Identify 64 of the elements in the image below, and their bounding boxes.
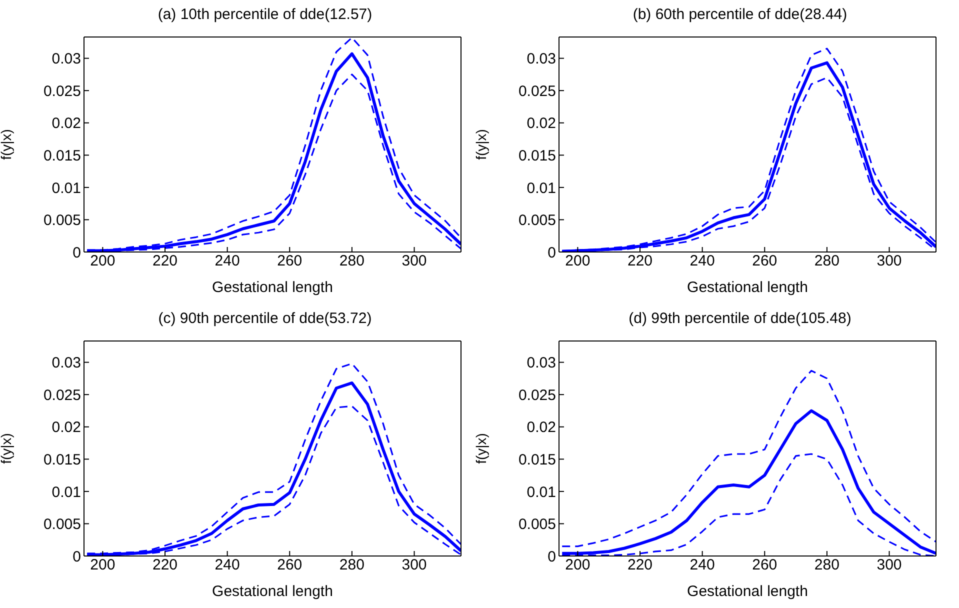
x-tick-label: 200 bbox=[90, 252, 116, 270]
y-axis-title: f(y|x) bbox=[472, 129, 489, 160]
y-tick-label: 0.03 bbox=[52, 354, 81, 372]
x-tick-label: 220 bbox=[627, 556, 653, 574]
y-tick-label: 0.005 bbox=[43, 516, 81, 534]
x-tick-label: 260 bbox=[752, 252, 778, 270]
y-tick-label: 0.03 bbox=[526, 50, 556, 68]
x-axis-title: Gestational length bbox=[687, 279, 808, 296]
y-tick-label: 0.025 bbox=[518, 82, 556, 100]
y-tick-label: 0.01 bbox=[52, 484, 81, 501]
x-tick-label: 240 bbox=[214, 252, 240, 270]
y-tick-label: 0.02 bbox=[52, 115, 81, 132]
x-tick-label: 240 bbox=[690, 252, 715, 270]
chart-title: (b) 60th percentile of dde(28.44) bbox=[632, 5, 848, 25]
x-tick-label: 260 bbox=[277, 556, 302, 574]
y-tick-label: 0.02 bbox=[526, 115, 556, 132]
y-tick-label: 0.015 bbox=[43, 451, 81, 468]
x-axis-title: Gestational length bbox=[212, 279, 333, 296]
x-tick-label: 220 bbox=[152, 556, 178, 574]
y-tick-label: 0.03 bbox=[52, 50, 81, 68]
x-tick-label: 220 bbox=[627, 252, 653, 270]
chart-title: (d) 99th percentile of dde(105.48) bbox=[628, 309, 852, 329]
x-tick-label: 280 bbox=[814, 556, 840, 574]
x-tick-label: 300 bbox=[402, 252, 427, 270]
y-axis-title: f(y|x) bbox=[0, 433, 14, 464]
y-tick-label: 0.025 bbox=[518, 386, 556, 404]
x-tick-label: 200 bbox=[565, 252, 590, 270]
y-tick-label: 0.005 bbox=[43, 212, 81, 230]
x-tick-label: 280 bbox=[339, 556, 364, 574]
x-tick-label: 260 bbox=[752, 556, 778, 574]
y-tick-label: 0.015 bbox=[518, 147, 556, 164]
y-tick-label: 0 bbox=[72, 244, 81, 262]
y-tick-label: 0.025 bbox=[43, 386, 81, 404]
x-tick-label: 200 bbox=[565, 556, 590, 574]
chart-title: (a) 10th percentile of dde(12.57) bbox=[156, 5, 374, 25]
y-tick-label: 0.025 bbox=[43, 82, 81, 100]
y-tick-label: 0.01 bbox=[52, 180, 81, 197]
y-tick-label: 0.01 bbox=[526, 180, 556, 197]
x-tick-label: 280 bbox=[339, 252, 364, 270]
x-tick-label: 300 bbox=[876, 252, 902, 270]
x-tick-label: 280 bbox=[814, 252, 840, 270]
y-tick-label: 0 bbox=[548, 244, 556, 262]
y-tick-label: 0.005 bbox=[518, 516, 556, 534]
y-tick-label: 0 bbox=[72, 548, 81, 566]
y-tick-label: 0.01 bbox=[526, 484, 556, 501]
y-tick-label: 0 bbox=[548, 548, 556, 566]
x-tick-label: 200 bbox=[90, 556, 116, 574]
y-axis-title: f(y|x) bbox=[0, 129, 14, 160]
x-axis-title: Gestational length bbox=[687, 583, 808, 600]
y-tick-label: 0.015 bbox=[43, 147, 81, 164]
y-axis-title: f(y|x) bbox=[472, 433, 489, 464]
x-tick-label: 300 bbox=[402, 556, 427, 574]
y-tick-label: 0.02 bbox=[526, 419, 556, 436]
x-tick-label: 300 bbox=[876, 556, 902, 574]
y-tick-label: 0.03 bbox=[526, 354, 556, 372]
x-tick-label: 240 bbox=[690, 556, 715, 574]
x-tick-label: 220 bbox=[152, 252, 178, 270]
x-tick-label: 260 bbox=[277, 252, 302, 270]
x-tick-label: 240 bbox=[214, 556, 240, 574]
y-tick-label: 0.005 bbox=[518, 212, 556, 230]
y-tick-label: 0.02 bbox=[52, 419, 81, 436]
x-axis-title: Gestational length bbox=[212, 583, 333, 600]
chart-title: (c) 90th percentile of dde(53.72) bbox=[157, 309, 373, 329]
y-tick-label: 0.015 bbox=[518, 451, 556, 468]
